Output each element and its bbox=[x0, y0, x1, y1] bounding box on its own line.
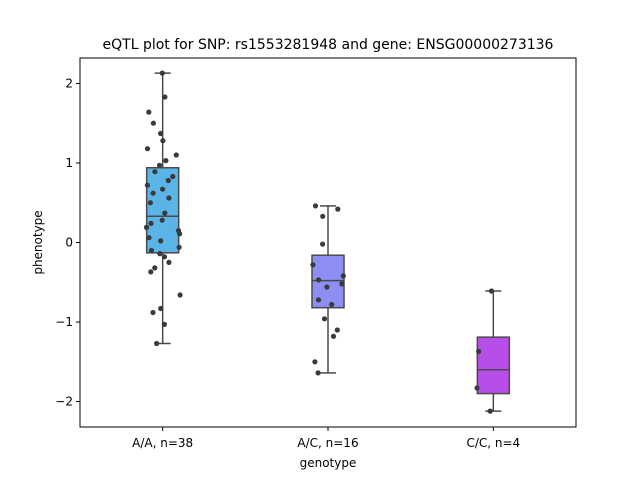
data-point bbox=[159, 70, 165, 76]
data-point bbox=[144, 146, 151, 152]
data-point bbox=[146, 235, 152, 241]
data-point bbox=[150, 120, 156, 126]
iqr-box bbox=[145, 166, 180, 254]
data-point bbox=[150, 190, 156, 196]
data-point bbox=[148, 247, 155, 254]
x-tick-label: A/C, n=16 bbox=[297, 436, 358, 450]
x-tick-label: A/A, n=38 bbox=[132, 436, 193, 450]
x-axis-label: genotype bbox=[300, 456, 357, 470]
data-point bbox=[161, 254, 168, 260]
y-tick-label: 0 bbox=[65, 236, 73, 250]
data-point bbox=[162, 94, 168, 100]
data-point bbox=[335, 206, 341, 212]
data-point bbox=[158, 305, 164, 312]
data-point bbox=[340, 273, 346, 279]
y-tick-label: 1 bbox=[65, 156, 73, 170]
data-point bbox=[148, 220, 154, 226]
data-point bbox=[177, 231, 183, 237]
box-group-2 bbox=[310, 203, 346, 376]
data-point bbox=[170, 173, 176, 180]
data-point bbox=[143, 224, 150, 230]
data-point bbox=[320, 241, 326, 247]
data-point bbox=[316, 277, 322, 283]
data-point bbox=[162, 210, 168, 216]
data-point bbox=[476, 348, 482, 355]
data-point bbox=[160, 186, 166, 192]
data-point bbox=[488, 288, 495, 294]
data-point bbox=[334, 327, 340, 333]
data-point bbox=[157, 251, 163, 257]
axes: A/A, n=38 A/C, n=16 C/C, n=4 2 1 0 −1 −2 bbox=[55, 76, 520, 450]
data-point bbox=[310, 262, 316, 268]
data-point bbox=[166, 259, 172, 265]
plot-area bbox=[143, 70, 511, 414]
data-point bbox=[487, 408, 493, 414]
data-point bbox=[339, 281, 345, 287]
data-point bbox=[158, 130, 164, 137]
y-tick-label: −2 bbox=[55, 395, 73, 409]
data-point bbox=[312, 203, 319, 209]
data-point bbox=[146, 109, 152, 115]
data-point bbox=[176, 244, 182, 250]
box-group-3 bbox=[474, 288, 511, 414]
data-point bbox=[156, 162, 163, 168]
box-group-1 bbox=[143, 70, 183, 347]
data-point bbox=[321, 316, 328, 322]
iqr-box bbox=[476, 336, 511, 395]
data-point bbox=[159, 217, 165, 223]
data-point bbox=[160, 138, 166, 144]
y-tick-label: −1 bbox=[55, 315, 73, 329]
data-point bbox=[150, 309, 156, 316]
x-tick-label: C/C, n=4 bbox=[466, 436, 520, 450]
y-tick-label: 2 bbox=[65, 76, 73, 90]
data-point bbox=[154, 340, 160, 347]
data-point bbox=[312, 359, 318, 365]
y-axis-label: phenotype bbox=[31, 210, 45, 274]
data-point bbox=[474, 385, 480, 391]
data-point bbox=[324, 284, 330, 290]
chart-title: eQTL plot for SNP: rs1553281948 and gene… bbox=[103, 37, 554, 53]
data-point bbox=[144, 182, 150, 188]
data-point bbox=[152, 169, 158, 175]
data-point bbox=[166, 195, 172, 201]
data-point bbox=[173, 152, 179, 158]
data-point bbox=[315, 370, 321, 376]
data-point bbox=[161, 321, 167, 327]
data-point bbox=[315, 297, 322, 303]
data-point bbox=[163, 158, 169, 164]
data-point bbox=[148, 269, 154, 275]
data-point bbox=[177, 292, 183, 298]
data-point bbox=[147, 200, 153, 206]
data-point bbox=[330, 333, 337, 339]
data-point bbox=[158, 238, 164, 244]
data-point bbox=[320, 213, 326, 219]
data-point bbox=[329, 301, 335, 308]
data-point bbox=[165, 177, 171, 184]
data-point bbox=[152, 265, 158, 271]
